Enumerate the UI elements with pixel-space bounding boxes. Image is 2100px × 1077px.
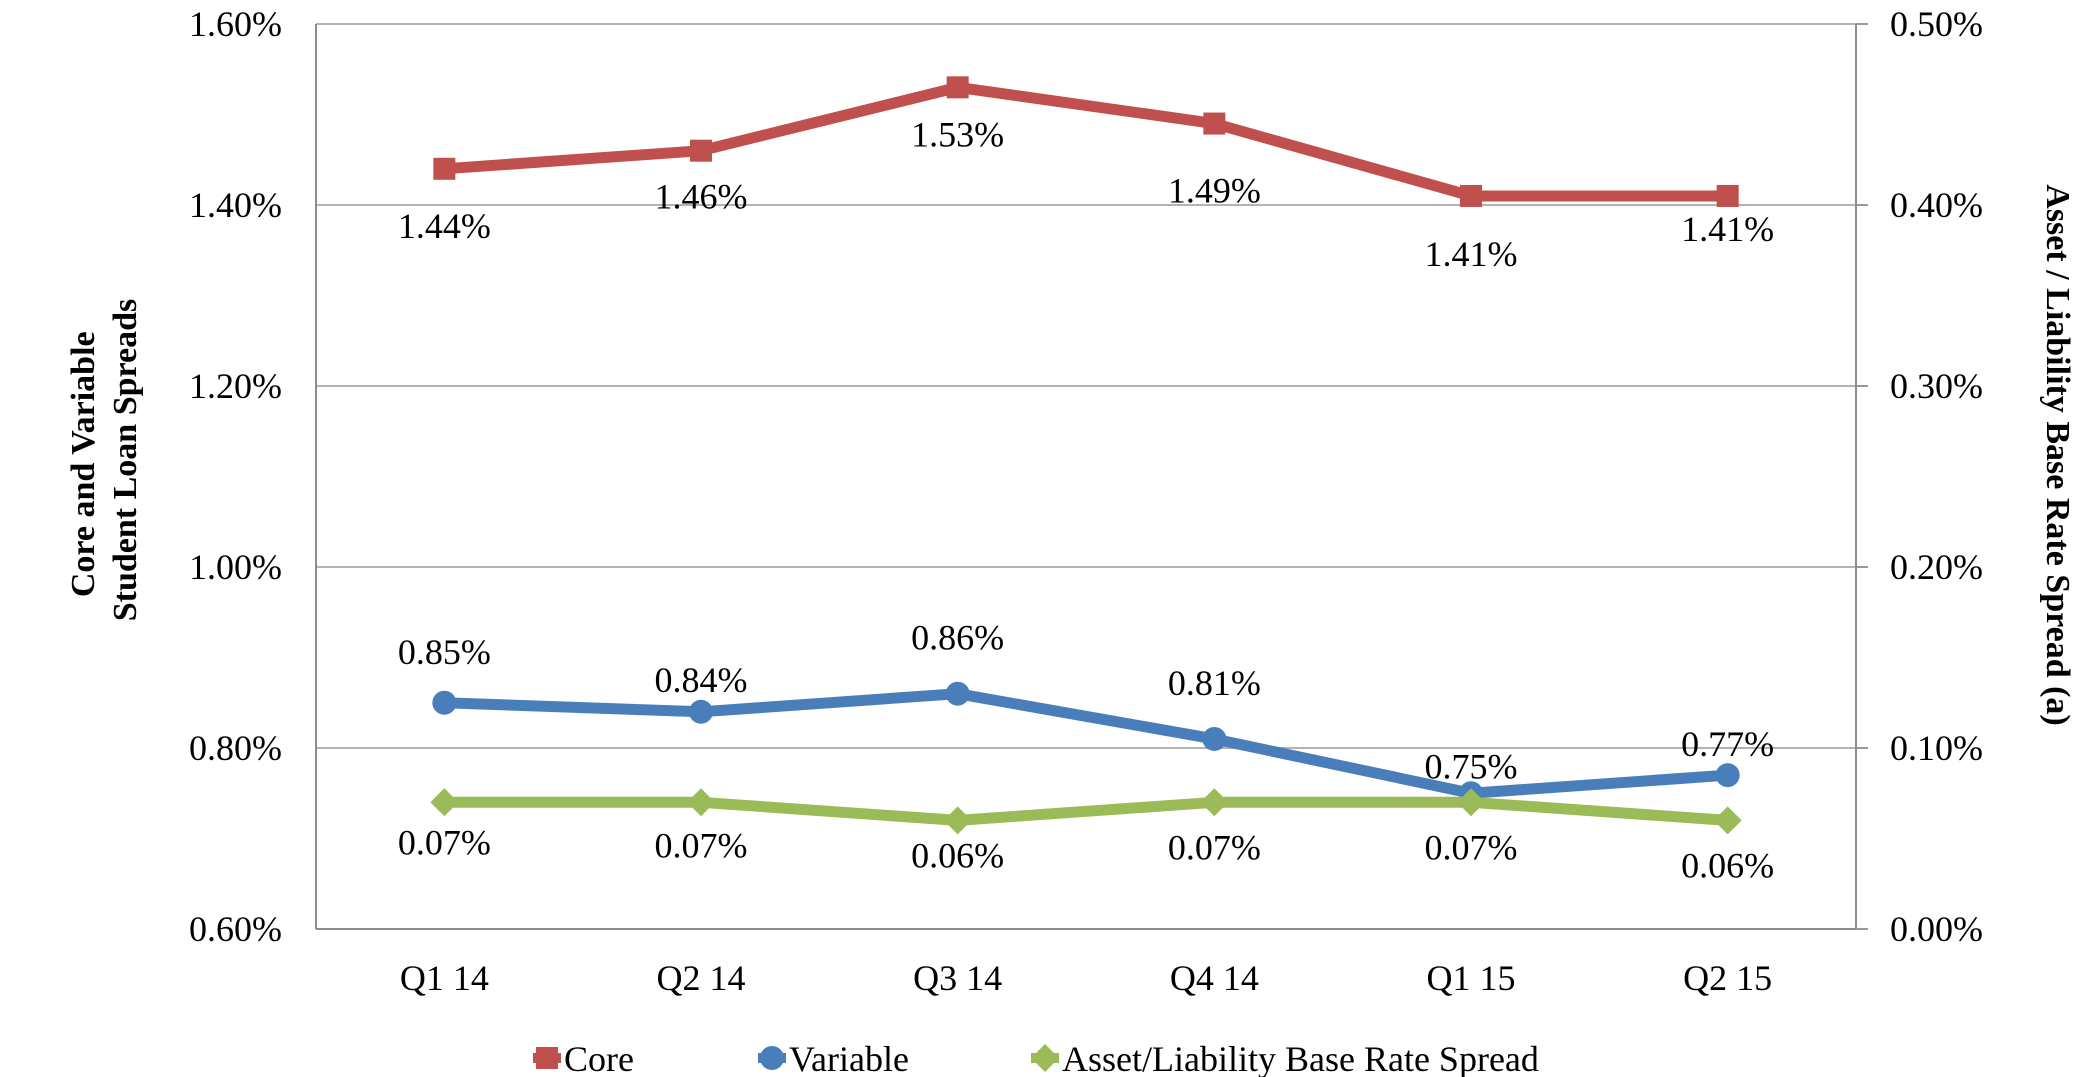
x-axis-tick-label: Q4 14 [1170,958,1259,998]
data-label: 0.84% [655,660,748,700]
legend-label: Core [564,1039,634,1077]
data-labels: 1.44% 1.46% 1.53% 1.49% 1.41% 1.41% 0.85% 0.84%… [398,114,1774,885]
x-axis-tick-label: Q3 14 [913,958,1002,998]
right-axis-tick-label: 0.10% [1890,728,1983,768]
data-label: 1.44% [398,206,491,246]
square-marker [1460,184,1482,207]
x-axis-tick-label: Q1 14 [400,958,489,998]
left-axis-tick-label: 1.60% [189,4,282,44]
diamond-marker [1713,806,1742,835]
data-label: 1.49% [1168,171,1261,211]
series-line [443,81,1728,202]
data-label: 0.81% [1168,663,1261,703]
x-axis-tick-label: Q1 15 [1427,958,1516,998]
circle-marker [1715,763,1740,788]
square-marker [1716,184,1739,207]
diamond-marker [1031,1044,1059,1072]
circle-marker [760,1046,784,1070]
square-marker [433,157,456,180]
axes [315,23,1868,930]
circle-marker [1202,726,1227,751]
data-label: 1.46% [655,177,748,217]
data-label: 1.41% [1425,234,1518,274]
right-axis-tick-labels: 0.00% 0.10% 0.20% 0.30% 0.40% 0.50% [1890,4,1983,949]
left-axis-title-line-2: Student Loan Spreads [107,299,144,622]
right-axis-title: Asset / Liability Base Rate Spread (a) [2039,184,2076,725]
series-variable [432,681,1740,806]
square-marker [536,1047,558,1069]
left-axis-title: Core and Variable Student Loan Spreads [65,299,144,622]
legend: Core Variable Asset/Liability Base Rate Sp… [533,1039,1539,1077]
x-axis-tick-labels: Q1 14 Q2 14 Q3 14 Q4 14 Q1 15 Q2 15 [400,958,1772,998]
series-line [444,796,1729,826]
circle-marker [945,681,970,706]
series-line [444,688,1729,799]
diamond-marker [430,788,459,817]
legend-label: Variable [789,1039,909,1077]
data-label: 0.07% [1168,827,1261,867]
right-axis-tick-label: 0.30% [1890,366,1983,406]
diamond-marker [943,806,972,835]
x-axis-tick-label: Q2 14 [657,958,746,998]
legend-item: Asset/Liability Base Rate Spread [1031,1039,1539,1077]
right-axis-tick-label: 0.00% [1890,909,1983,949]
right-axis-tick-label: 0.40% [1890,185,1983,225]
data-label: 0.77% [1681,724,1774,764]
diamond-marker [687,788,715,817]
data-label: 0.07% [655,825,748,865]
right-axis-tick-label: 0.20% [1890,547,1983,587]
left-axis-title-line-1: Core and Variable [65,331,102,597]
legend-item: Core [533,1039,634,1077]
gridlines [316,23,1856,749]
diamond-marker [1200,788,1229,817]
square-marker [1203,112,1226,135]
left-axis-tick-label: 1.20% [189,366,282,406]
right-axis-tick-label: 0.50% [1890,4,1983,44]
data-label: 0.06% [911,835,1004,875]
data-label: 0.86% [911,618,1004,658]
series-asset-liability-base-rate-spread [430,788,1742,835]
x-axis-tick-label: Q2 15 [1683,958,1772,998]
left-axis-tick-label: 0.80% [189,728,282,768]
series-group [430,76,1742,835]
data-label: 0.07% [398,822,491,862]
data-label: 0.07% [1425,827,1518,867]
circle-marker [689,699,713,724]
left-axis-tick-label: 1.40% [189,185,282,225]
square-marker [690,139,712,162]
circle-marker [432,690,457,715]
diamond-marker [1457,788,1485,817]
data-label: 0.75% [1425,746,1518,786]
left-axis-tick-labels: 0.60% 0.80% 1.00% 1.20% 1.40% 1.60% [189,4,282,949]
square-marker [946,76,969,99]
series-core [433,76,1739,207]
data-label: 0.85% [398,632,491,672]
data-label: 0.06% [1681,845,1774,885]
data-label: 1.41% [1681,209,1774,249]
left-axis-tick-label: 1.00% [189,547,282,587]
legend-item: Variable [758,1039,909,1077]
left-axis-tick-label: 0.60% [189,909,282,949]
data-label: 1.53% [911,114,1004,154]
legend-label: Asset/Liability Base Rate Spread [1062,1039,1539,1077]
